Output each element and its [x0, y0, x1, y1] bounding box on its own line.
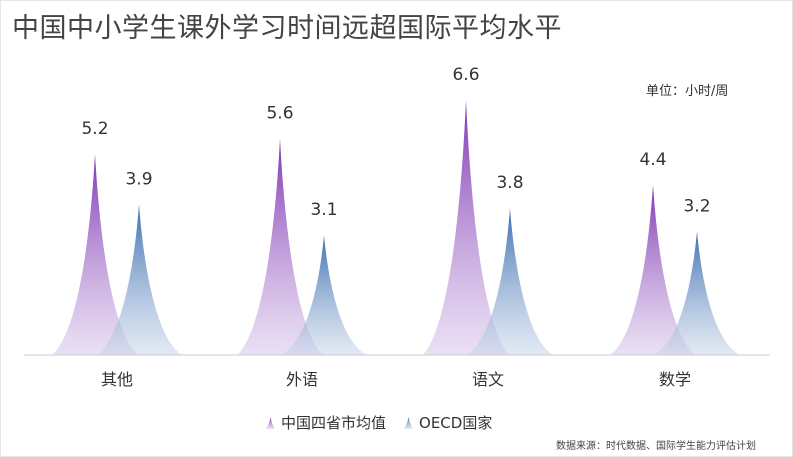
data-label-oecd-0: 3.9	[125, 169, 152, 189]
unit-label: 单位：小时/周	[646, 84, 729, 99]
x-tick-label-1: 外语	[286, 370, 318, 389]
legend-label-china: 中国四省市均值	[281, 414, 387, 432]
bar-china-3	[610, 185, 696, 355]
data-label-china-2: 6.6	[452, 65, 479, 85]
data-label-china-1: 5.6	[266, 104, 293, 124]
bar-china-1	[237, 138, 323, 355]
legend-swatch-china	[266, 416, 275, 429]
bar-china-2	[423, 100, 509, 355]
bar-china-0	[52, 154, 138, 355]
bar-oecd-3	[654, 231, 740, 355]
source-note: 数据来源：时代数据、国际学生能力评估计划	[556, 441, 756, 452]
bar-oecd-1	[281, 235, 367, 355]
data-label-oecd-3: 3.2	[683, 196, 710, 216]
x-tick-label-3: 数学	[659, 370, 691, 389]
chart-title: 中国中小学生课外学习时间远超国际平均水平	[12, 13, 562, 44]
legend: 中国四省市均值 OECD国家	[266, 412, 492, 433]
data-label-oecd-1: 3.1	[310, 200, 337, 220]
data-label-china-3: 4.4	[639, 150, 666, 170]
legend-swatch-oecd	[404, 416, 414, 429]
bar-oecd-2	[467, 208, 553, 355]
x-tick-label-2: 语文	[472, 370, 504, 389]
bar-oecd-0	[96, 204, 182, 355]
data-label-oecd-2: 3.8	[496, 173, 523, 193]
data-label-china-0: 5.2	[81, 119, 108, 139]
legend-label-oecd: OECD国家	[419, 414, 493, 432]
x-tick-label-0: 其他	[101, 370, 133, 389]
